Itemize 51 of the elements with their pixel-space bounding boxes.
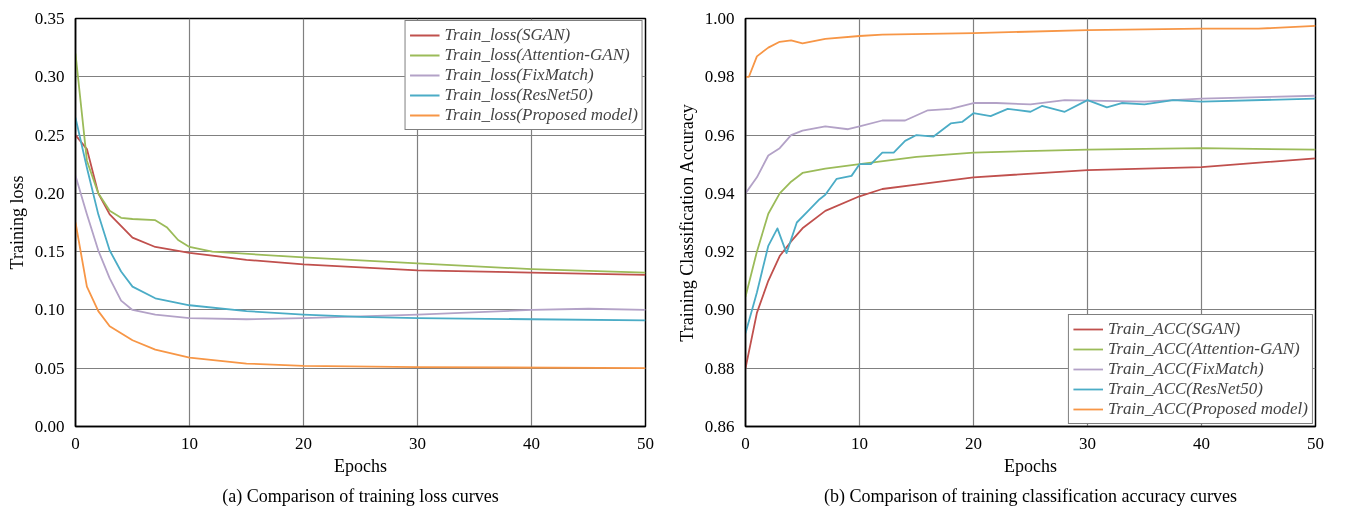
y-tick-label: 0.05 xyxy=(34,358,65,378)
line-series xyxy=(745,24,1316,78)
y-tick-label: 0.35 xyxy=(34,9,65,28)
y-tick-label: 0.94 xyxy=(704,183,735,203)
y-tick-label: 0.10 xyxy=(34,300,65,320)
x-axis-title: Epochs xyxy=(1004,455,1058,476)
y-tick-label: 0.88 xyxy=(704,358,735,378)
x-tick-label: 0 xyxy=(71,433,80,453)
y-tick-label: 0.00 xyxy=(34,417,65,436)
x-tick-label: 10 xyxy=(851,433,868,453)
line-series xyxy=(75,174,646,321)
x-tick-label: 40 xyxy=(1193,433,1210,453)
y-tick-label: 0.92 xyxy=(704,242,735,262)
line-series xyxy=(75,134,646,276)
line-series xyxy=(745,94,1316,195)
x-axis-title: Epochs xyxy=(334,455,388,476)
y-tick-label: 0.98 xyxy=(704,67,735,87)
legend-label: Train_loss(Attention-GAN) xyxy=(444,45,630,65)
y-axis-title: Training loss xyxy=(6,175,27,270)
y-tick-label: 0.15 xyxy=(34,242,65,262)
legend-label: Train_ACC(ResNet50) xyxy=(1107,379,1263,399)
line-series xyxy=(745,97,1316,335)
legend-label: Train_ACC(FixMatch) xyxy=(1107,359,1264,379)
x-tick-label: 40 xyxy=(523,433,540,453)
x-tick-label: 0 xyxy=(741,433,750,453)
x-tick-label: 30 xyxy=(409,433,426,453)
text: (b) Comparison of training classification accuracy curves xyxy=(824,485,1237,507)
x-tick-label: 30 xyxy=(1079,433,1096,453)
y-tick-label: 0.25 xyxy=(34,125,65,145)
x-tick-label: 10 xyxy=(181,433,198,453)
text: (a) Comparison of training loss curves xyxy=(222,485,499,507)
y-tick-label: 0.90 xyxy=(704,300,735,320)
legend-label: Train_ACC(Proposed model) xyxy=(1107,399,1308,419)
x-tick-label: 50 xyxy=(1307,433,1324,453)
y-tick-label: 0.86 xyxy=(704,417,735,436)
y-tick-label: 0.96 xyxy=(704,125,735,145)
y-axis-title: Training Classification Accuracy xyxy=(676,104,697,342)
line-series xyxy=(75,221,646,370)
legend-label: Train_loss(SGAN) xyxy=(444,25,571,45)
y-tick-label: 0.30 xyxy=(34,67,65,87)
y-tick-label: 1.00 xyxy=(704,9,735,28)
x-tick-label: 20 xyxy=(295,433,312,453)
legend-label: Train_loss(FixMatch) xyxy=(444,65,594,85)
x-tick-label: 20 xyxy=(965,433,982,453)
legend-label: Train_loss(ResNet50) xyxy=(444,85,593,105)
line-series xyxy=(745,147,1316,298)
y-tick-label: 0.20 xyxy=(34,183,65,203)
x-tick-label: 50 xyxy=(637,433,654,453)
legend-label: Train_loss(Proposed model) xyxy=(444,105,638,125)
legend-label: Train_ACC(SGAN) xyxy=(1107,319,1241,339)
legend-label: Train_ACC(Attention-GAN) xyxy=(1107,339,1300,359)
